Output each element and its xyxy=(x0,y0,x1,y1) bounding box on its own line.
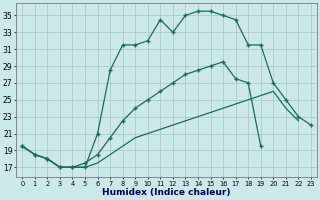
X-axis label: Humidex (Indice chaleur): Humidex (Indice chaleur) xyxy=(102,188,231,197)
